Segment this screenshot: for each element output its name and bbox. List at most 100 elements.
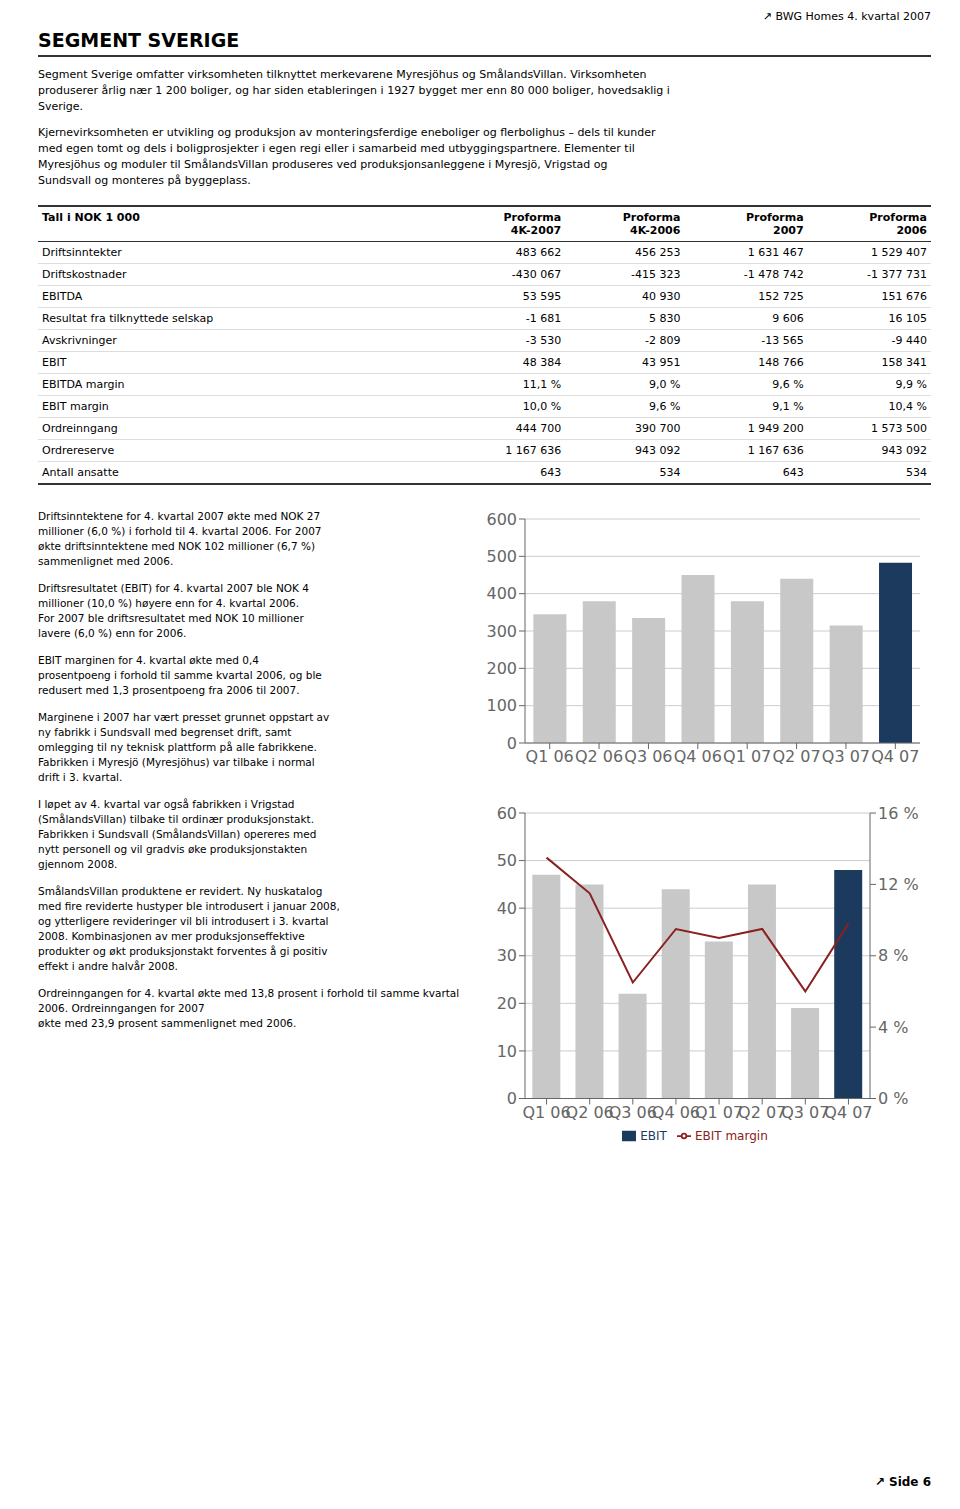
- svg-text:Q1 07: Q1 07: [723, 747, 771, 766]
- svg-text:12 %: 12 %: [878, 875, 919, 894]
- html-text:Marginene i 2007 har vært pres: Marginene i 2007 har vært presset grunne…: [38, 711, 330, 783]
- html-text:Driftsinntektene for 4. kvarta: Driftsinntektene for 4. kvartal 2007 økt…: [38, 510, 322, 567]
- svg-text:300: 300: [486, 622, 517, 641]
- html-text:9,6 %: 9,6 %: [772, 378, 804, 391]
- html-text:Driftsresultatet (EBIT) for 4.: Driftsresultatet (EBIT) for 4. kvartal 2…: [38, 582, 309, 639]
- html-text:151 676: 151 676: [881, 290, 927, 303]
- svg-text:Q2 06: Q2 06: [575, 747, 623, 766]
- html-text:Driftsinntekter: Driftsinntekter: [42, 246, 122, 259]
- svg-text:0: 0: [507, 1089, 517, 1108]
- html-text:456 253: 456 253: [634, 246, 681, 259]
- html-text:SEGMENT SVERIGE: SEGMENT SVERIGE: [38, 29, 240, 51]
- svg-text:16 %: 16 %: [878, 804, 919, 823]
- html-text:Sundsvall og monteres på bygge: Sundsvall og monteres på byggeplass.: [38, 174, 251, 187]
- html-text:Proforma 2007: Proforma 2007: [746, 211, 804, 237]
- html-text:-2 809: -2 809: [644, 334, 681, 347]
- html-text:48 384: 48 384: [522, 356, 562, 369]
- html-text:SmålandsVillan produktene er r: SmålandsVillan produktene er revidert. N…: [38, 885, 340, 972]
- html-text:Segment Sverige omfatter virks: Segment Sverige omfatter virksomheten ti…: [38, 68, 647, 81]
- html-text:EBIT margin: EBIT margin: [694, 1128, 768, 1143]
- html-text:-13 565: -13 565: [761, 334, 804, 347]
- svg-text:4 %: 4 %: [878, 1018, 908, 1037]
- html-text:10,4 %: 10,4 %: [888, 400, 927, 413]
- html-text:9,1 %: 9,1 %: [772, 400, 804, 413]
- svg-text:Q1 06: Q1 06: [522, 1103, 570, 1122]
- html-text:-1 681: -1 681: [525, 312, 562, 325]
- html-text:9,0 %: 9,0 %: [649, 378, 681, 391]
- html-text:EBITDA: EBITDA: [42, 290, 83, 303]
- html-text:Resultat fra tilknyttede selsk: Resultat fra tilknyttede selskap: [42, 312, 214, 325]
- svg-text:0 %: 0 %: [878, 1089, 908, 1108]
- svg-text:50: 50: [497, 851, 517, 870]
- html-text:-9 440: -9 440: [891, 334, 927, 347]
- svg-text:Q4 07: Q4 07: [871, 747, 919, 766]
- html-text:EBIT: EBIT: [640, 1128, 667, 1143]
- html-text:↗ BWG Homes 4. kvartal 2007: ↗ BWG Homes 4. kvartal 2007: [762, 10, 931, 23]
- html-text:Sverige.: Sverige.: [38, 100, 84, 113]
- html-text:5 830: 5 830: [648, 312, 681, 325]
- svg-text:200: 200: [486, 659, 517, 678]
- html-text:EBIT marginen for 4. kvartal ø: EBIT marginen for 4. kvartal økte med 0,…: [38, 654, 322, 696]
- html-text:152 725: 152 725: [758, 290, 804, 303]
- html-text:Avskrivninger: Avskrivninger: [42, 334, 117, 347]
- html-text:9,6 %: 9,6 %: [649, 400, 681, 413]
- html-text:Ordreinngangen for 4. kvartal: Ordreinngangen for 4. kvartal økte med 1…: [38, 987, 463, 1029]
- html-text:-415 323: -415 323: [630, 268, 681, 281]
- html-text:483 662: 483 662: [515, 246, 562, 259]
- html-text:-430 067: -430 067: [511, 268, 562, 281]
- html-text:Driftskostnader: Driftskostnader: [42, 268, 127, 281]
- html-text:EBIT margin: EBIT margin: [42, 400, 109, 413]
- html-text:Tall i NOK 1 000: Tall i NOK 1 000: [42, 211, 140, 224]
- html-text:9,9 %: 9,9 %: [895, 378, 927, 391]
- svg-text:Q1 06: Q1 06: [526, 747, 574, 766]
- html-text:Kjernevirksomheten er utviklin: Kjernevirksomheten er utvikling og produ…: [38, 126, 656, 139]
- html-text:10,0 %: 10,0 %: [522, 400, 562, 413]
- html-text:produserer årlig nær 1 200 bol: produserer årlig nær 1 200 boliger, og h…: [38, 84, 670, 97]
- html-text:Ordreinngang: Ordreinngang: [42, 422, 118, 435]
- html-text:-1 478 742: -1 478 742: [743, 268, 804, 281]
- html-text:16 105: 16 105: [888, 312, 927, 325]
- html-text:Myresjöhus og moduler til Smål: Myresjöhus og moduler til SmålandsVillan…: [38, 158, 608, 171]
- svg-text:Q2 07: Q2 07: [772, 747, 820, 766]
- html-text:40 930: 40 930: [641, 290, 681, 303]
- html-text:158 341: 158 341: [881, 356, 927, 369]
- svg-text:Q2 06: Q2 06: [566, 1103, 614, 1122]
- html-text:9 606: 9 606: [772, 312, 804, 325]
- svg-text:Q4 06: Q4 06: [674, 747, 722, 766]
- svg-text:20: 20: [497, 994, 517, 1013]
- html-text:↗ Side 6: ↗ Side 6: [874, 1475, 931, 1489]
- html-text:Proforma 2006: Proforma 2006: [869, 211, 927, 237]
- html-text:-1 377 731: -1 377 731: [867, 268, 927, 281]
- svg-text:Q2 07: Q2 07: [738, 1103, 786, 1122]
- html-text:Proforma 4K-2006: Proforma 4K-2006: [622, 211, 681, 237]
- svg-text:Q1 07: Q1 07: [695, 1103, 743, 1122]
- svg-text:Q3 06: Q3 06: [624, 747, 672, 766]
- svg-text:10: 10: [497, 1042, 517, 1061]
- svg-text:400: 400: [486, 584, 517, 603]
- svg-text:60: 60: [497, 804, 517, 823]
- svg-text:Q3 06: Q3 06: [609, 1103, 657, 1122]
- svg-text:500: 500: [486, 547, 517, 566]
- svg-text:30: 30: [497, 946, 517, 965]
- svg-text:0: 0: [507, 734, 517, 753]
- svg-text:Q4 06: Q4 06: [652, 1103, 700, 1122]
- svg-text:100: 100: [486, 696, 517, 715]
- svg-text:600: 600: [486, 510, 517, 529]
- html-text:-3 530: -3 530: [525, 334, 562, 347]
- html-text:148 766: 148 766: [758, 356, 804, 369]
- html-text:1 529 407: 1 529 407: [871, 246, 927, 259]
- html-text:med egen tomt og dels i boligp: med egen tomt og dels i boligprosjekter …: [38, 142, 635, 155]
- html-text:Proforma 4K-2007: Proforma 4K-2007: [503, 211, 562, 237]
- html-text:43 951: 43 951: [641, 356, 681, 369]
- html-text:1 631 467: 1 631 467: [747, 246, 804, 259]
- html-text:53 595: 53 595: [522, 290, 562, 303]
- svg-text:8 %: 8 %: [878, 946, 908, 965]
- svg-text:Q3 07: Q3 07: [781, 1103, 829, 1122]
- html-text:EBIT: EBIT: [42, 356, 67, 369]
- html-text:I løpet av 4. kvartal var også: I løpet av 4. kvartal var også fabrikken…: [38, 798, 317, 870]
- svg-text:40: 40: [497, 899, 517, 918]
- html-text:11,1 %: 11,1 %: [522, 378, 562, 391]
- svg-text:Q3 07: Q3 07: [822, 747, 870, 766]
- svg-text:Q4 07: Q4 07: [824, 1103, 872, 1122]
- html-text:EBITDA margin: EBITDA margin: [42, 378, 125, 391]
